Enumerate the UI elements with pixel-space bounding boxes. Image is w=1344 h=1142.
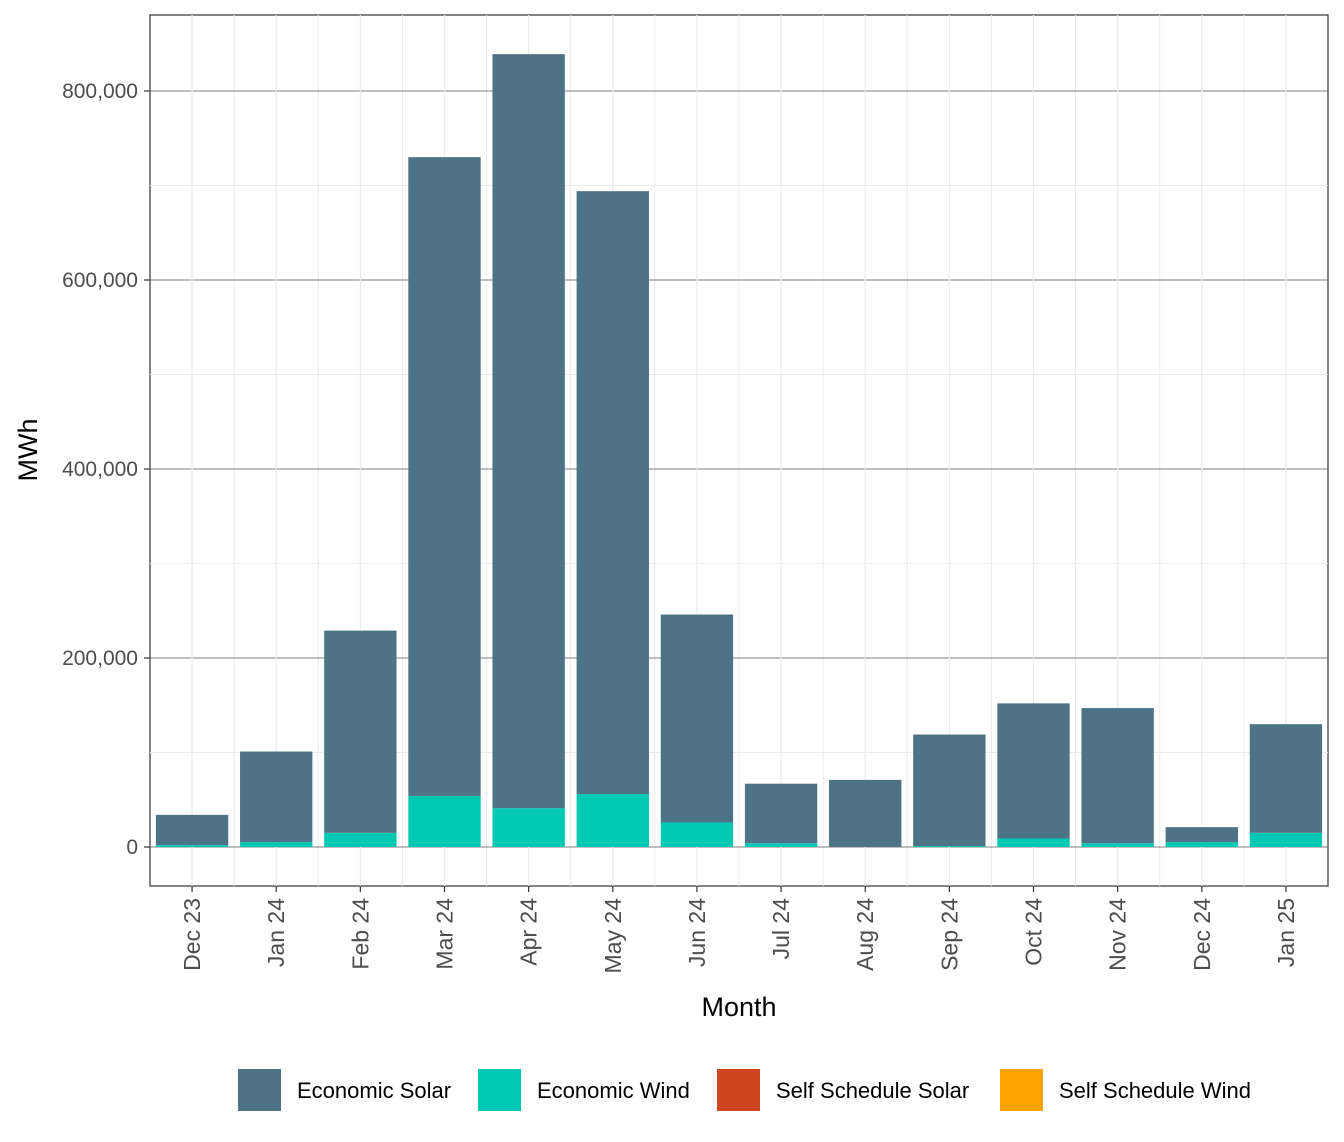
bar-economic-wind: [1081, 843, 1154, 847]
legend-key-economic-wind: [478, 1069, 521, 1111]
bar-economic-solar: [1081, 708, 1154, 844]
bar-economic-wind: [997, 838, 1070, 847]
bar-economic-solar: [492, 54, 565, 809]
y-tick-label: 0: [126, 836, 138, 859]
bar-economic-solar: [829, 779, 902, 847]
legend-key-economic-solar: [238, 1069, 281, 1111]
x-tick-label: Jul 24: [768, 898, 794, 960]
bar-economic-wind: [155, 845, 229, 847]
x-tick-label: Jan 24: [263, 898, 289, 967]
y-axis: 0 200,000 400,000 600,000 800,000: [62, 80, 150, 859]
bar-economic-solar: [744, 783, 818, 844]
bar-economic-wind: [660, 822, 734, 847]
x-tick-label: Oct 24: [1021, 898, 1047, 966]
bar-economic-solar: [155, 814, 229, 846]
bar-economic-solar: [913, 734, 986, 847]
bar-economic-solar: [408, 157, 481, 796]
legend: Economic Solar Economic Wind Self Schedule…: [238, 1069, 1251, 1111]
x-tick-label: Aug 24: [852, 898, 878, 971]
x-tick-label: Mar 24: [432, 898, 458, 970]
bar-economic-wind: [240, 842, 313, 847]
legend-label: Economic Solar: [297, 1078, 451, 1103]
y-tick-label: 800,000: [62, 80, 138, 103]
x-axis-title: Month: [701, 992, 776, 1022]
legend-label: Economic Wind: [537, 1078, 690, 1103]
bar-economic-wind: [744, 843, 818, 847]
x-tick-label: Dec 23: [179, 898, 205, 971]
y-axis-title: MWh: [13, 419, 43, 482]
bar-economic-wind: [576, 794, 649, 847]
legend-label: Self Schedule Solar: [776, 1078, 969, 1103]
y-tick-label: 600,000: [62, 269, 138, 292]
bar-economic-solar: [1249, 724, 1323, 833]
x-tick-label: Jun 24: [684, 898, 710, 967]
bars: [155, 54, 1323, 847]
bar-economic-wind: [913, 846, 986, 847]
bar-economic-wind: [408, 795, 481, 847]
bar-economic-solar: [324, 630, 397, 833]
x-tick-label: Apr 24: [516, 898, 542, 966]
bar-economic-wind: [1249, 832, 1323, 847]
x-tick-label: Jan 25: [1273, 898, 1299, 967]
x-tick-label: May 24: [600, 898, 626, 974]
x-tick-label: Feb 24: [347, 898, 373, 970]
bar-economic-wind: [1165, 842, 1238, 847]
x-tick-label: Nov 24: [1105, 898, 1131, 971]
y-tick-label: 400,000: [62, 458, 138, 481]
x-tick-label: Sep 24: [936, 898, 962, 971]
bar-economic-wind: [492, 808, 565, 847]
x-axis: Dec 23 Jan 24 Feb 24 Mar 24 Apr 24 May 24 Jun …: [179, 886, 1299, 973]
y-tick-label: 200,000: [62, 647, 138, 670]
bar-economic-solar: [240, 751, 313, 843]
bar-economic-solar: [1165, 827, 1238, 843]
bar-economic-solar: [997, 703, 1070, 839]
legend-label: Self Schedule Wind: [1059, 1078, 1251, 1103]
x-tick-label: Dec 24: [1189, 898, 1215, 971]
bar-economic-solar: [660, 614, 734, 823]
legend-key-self-schedule-solar: [717, 1069, 760, 1111]
legend-key-self-schedule-wind: [1000, 1069, 1043, 1111]
bar-economic-solar: [576, 191, 649, 795]
bar-economic-wind: [324, 832, 397, 847]
